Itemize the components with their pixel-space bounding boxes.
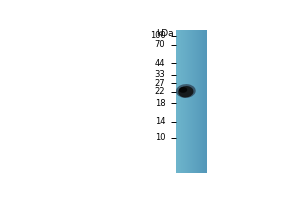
Bar — [189, 30, 190, 173]
Bar — [177, 30, 178, 173]
Bar — [205, 30, 206, 173]
Bar — [199, 30, 200, 173]
Bar — [197, 30, 198, 173]
Bar — [190, 30, 191, 173]
Bar — [206, 30, 207, 173]
Text: 18: 18 — [155, 99, 165, 108]
Bar — [178, 30, 179, 173]
Bar — [184, 30, 185, 173]
Bar — [183, 30, 184, 173]
Bar — [200, 30, 201, 173]
Bar — [193, 30, 194, 173]
Text: 44: 44 — [155, 59, 165, 68]
Text: 14: 14 — [155, 117, 165, 126]
Bar — [185, 30, 186, 173]
Ellipse shape — [176, 84, 196, 98]
Bar — [182, 30, 183, 173]
Bar — [194, 30, 195, 173]
Bar — [198, 30, 199, 173]
Ellipse shape — [179, 87, 187, 93]
Bar — [188, 30, 189, 173]
Bar — [186, 30, 187, 173]
Bar — [180, 30, 181, 173]
Bar — [195, 30, 196, 173]
Text: 27: 27 — [155, 79, 165, 88]
Ellipse shape — [178, 86, 194, 97]
Bar — [196, 30, 197, 173]
Text: 22: 22 — [155, 87, 165, 96]
Bar — [181, 30, 182, 173]
Bar — [192, 30, 193, 173]
Text: 10: 10 — [155, 133, 165, 142]
Bar — [179, 30, 180, 173]
Text: 70: 70 — [155, 40, 165, 49]
Bar — [176, 30, 177, 173]
Text: 100: 100 — [150, 31, 165, 40]
Text: 33: 33 — [154, 70, 165, 79]
Bar — [201, 30, 202, 173]
Bar — [202, 30, 203, 173]
Bar — [204, 30, 205, 173]
Bar — [191, 30, 192, 173]
Bar — [187, 30, 188, 173]
Text: kDa: kDa — [156, 29, 173, 38]
Bar — [203, 30, 204, 173]
